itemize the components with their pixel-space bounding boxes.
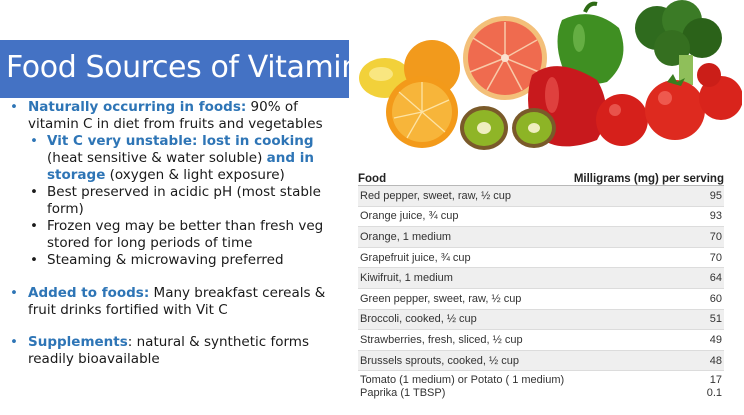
mg-cell: 17 bbox=[709, 374, 722, 387]
table-row: Red pepper, sweet, raw, ½ cup 95 bbox=[358, 186, 724, 207]
mg-cell: 70 bbox=[709, 230, 722, 243]
food-cell: Kiwifruit, 1 medium bbox=[360, 272, 453, 285]
food-cell: Red pepper, sweet, raw, ½ cup bbox=[360, 189, 512, 202]
table-row: Paprika (1 TBSP) 0.1 bbox=[360, 387, 722, 400]
food-cell: Paprika (1 TBSP) bbox=[360, 387, 446, 400]
mg-cell: 93 bbox=[709, 210, 722, 223]
table-row: Grapefruit juice, ¾ cup 70 bbox=[358, 248, 724, 269]
header-food: Food bbox=[358, 173, 387, 185]
mg-cell: 95 bbox=[709, 189, 722, 202]
bullet-text: (heat sensitive & water soluble) bbox=[47, 150, 267, 166]
bullet-text: Steaming & microwaving preferred bbox=[47, 252, 284, 268]
food-cell: Tomato (1 medium) or Potato ( 1 medium) bbox=[360, 374, 565, 387]
table-row: Kiwifruit, 1 medium 64 bbox=[358, 268, 724, 289]
bullet-added-foods: Added to foods: Many breakfast cereals &… bbox=[10, 285, 352, 319]
header-mg: Milligrams (mg) per serving bbox=[573, 173, 724, 185]
mg-cell: 64 bbox=[709, 272, 722, 285]
mg-cell: 60 bbox=[709, 292, 722, 305]
table-row: Broccoli, cooked, ½ cup 51 bbox=[358, 309, 724, 331]
table-row: Orange, 1 medium 70 bbox=[358, 227, 724, 248]
bullet-text: (oxygen & light exposure) bbox=[105, 167, 285, 183]
table-row: Orange juice, ¾ cup 93 bbox=[358, 207, 724, 228]
food-cell: Orange juice, ¾ cup bbox=[360, 210, 459, 223]
mg-cell: 48 bbox=[709, 354, 722, 367]
bullet-text: 90% of vitamin C in diet from fruits and… bbox=[28, 99, 323, 132]
bullet-natural-sources: Naturally occurring in foods: 90% of vit… bbox=[10, 99, 352, 133]
subbullet-frozen: Frozen veg may be better than fresh veg … bbox=[10, 218, 352, 252]
bullet-text: : natural & synthetic forms readily bioa… bbox=[28, 334, 309, 367]
mg-cell: 51 bbox=[709, 313, 722, 326]
table-row: Strawberries, fresh, sliced, ½ cup 49 bbox=[358, 330, 724, 351]
mg-cell: 70 bbox=[709, 251, 722, 264]
food-cell: Strawberries, fresh, sliced, ½ cup bbox=[360, 333, 523, 346]
bullet-supplements: Supplements: natural & synthetic forms r… bbox=[10, 334, 352, 368]
mg-cell: 49 bbox=[709, 333, 722, 346]
food-cell: Orange, 1 medium bbox=[360, 230, 452, 243]
subbullet-steaming: Steaming & microwaving preferred bbox=[10, 252, 352, 269]
title-banner: Food Sources of Vitamin C bbox=[0, 40, 390, 98]
table-row: Green pepper, sweet, raw, ½ cup 60 bbox=[358, 289, 724, 310]
table-row: Tomato (1 medium) or Potato ( 1 medium) 1… bbox=[360, 374, 722, 387]
bullet-keyword: Vit C very unstable: lost in cooking bbox=[47, 133, 314, 149]
subbullet-acidic: Best preserved in acidic pH (most stable… bbox=[10, 184, 352, 218]
bullet-keyword: and in storage bbox=[47, 150, 314, 183]
food-cell: Grapefruit juice, ¾ cup bbox=[360, 251, 471, 264]
bullet-keyword: Supplements bbox=[28, 334, 128, 350]
bullet-list: Naturally occurring in foods: 90% of vit… bbox=[10, 99, 352, 368]
bullet-keyword: Added to foods: bbox=[28, 285, 150, 301]
bullet-text: Frozen veg may be better than fresh veg … bbox=[47, 218, 324, 251]
slide-title: Food Sources of Vitamin C bbox=[6, 50, 390, 85]
table-row: Brussels sprouts, cooked, ½ cup 48 bbox=[358, 350, 724, 372]
table-extra-rows: Tomato (1 medium) or Potato ( 1 medium) 1… bbox=[358, 371, 724, 400]
table-header: Food Milligrams (mg) per serving bbox=[358, 167, 724, 186]
food-cell: Broccoli, cooked, ½ cup bbox=[360, 313, 477, 326]
subbullet-unstable: Vit C very unstable: lost in cooking (he… bbox=[10, 133, 352, 184]
spacer bbox=[10, 319, 352, 334]
mg-cell: 0.1 bbox=[706, 387, 722, 400]
fruit-vegetable-photo bbox=[359, 0, 742, 150]
vitamin-c-table: Food Milligrams (mg) per serving Red pep… bbox=[358, 167, 724, 400]
bullet-keyword: Naturally occurring in foods: bbox=[28, 99, 247, 115]
food-cell: Green pepper, sweet, raw, ½ cup bbox=[360, 292, 522, 305]
bullet-text: Many breakfast cereals & fruit drinks fo… bbox=[28, 285, 326, 318]
bullet-text: Best preserved in acidic pH (most stable… bbox=[47, 184, 321, 217]
food-cell: Brussels sprouts, cooked, ½ cup bbox=[360, 354, 519, 367]
spacer bbox=[10, 269, 352, 285]
